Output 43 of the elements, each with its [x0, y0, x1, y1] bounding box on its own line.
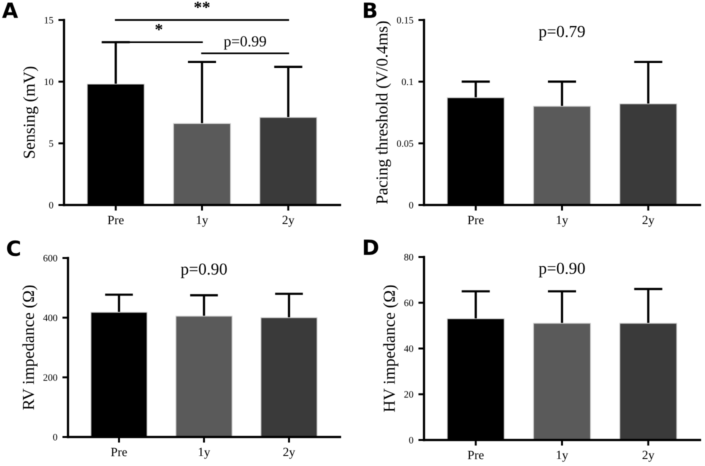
x-tick-label: Pre — [111, 448, 127, 456]
annotation: * — [155, 24, 162, 30]
y-tick-label: 40 — [404, 345, 414, 352]
x-tick-label: 2y — [282, 216, 294, 227]
y-tick-label: 60 — [404, 300, 414, 306]
x-tick-label: Pre — [468, 216, 484, 224]
annotation: p=0.99 — [224, 36, 266, 50]
chart-title: A — [2, 2, 18, 18]
x-tick-label: 2y — [283, 448, 296, 459]
chart-title: D — [364, 240, 378, 255]
x-tick-label: Pre — [108, 216, 124, 224]
annotation: p=0.79 — [538, 26, 585, 41]
x-tick-label: 1y — [556, 216, 568, 227]
annotation: p=0.90 — [538, 262, 585, 278]
x-tick-label: 1y — [196, 216, 208, 227]
y-tick-label: 0.15 — [396, 16, 414, 24]
x-tick-label: Pre — [468, 450, 484, 460]
x-tick-label: 2y — [642, 216, 654, 227]
annotation: p=0.90 — [180, 263, 227, 278]
y-tick-label: 600 — [43, 254, 58, 262]
y-axis-title: Sensing (mV) — [23, 66, 38, 158]
chart-title: C — [7, 240, 20, 256]
y-axis-title: Pacing threshold (V/0.4ms) — [376, 21, 392, 204]
y-tick-label: 80 — [404, 254, 414, 260]
y-tick-label: 0.05 — [396, 140, 414, 147]
y-tick-label: 0 — [53, 434, 58, 440]
y-tick-label: 0 — [49, 202, 54, 208]
y-tick-label: 400 — [43, 314, 58, 322]
x-tick-label: 1y — [198, 448, 210, 459]
y-tick-label: 0.1 — [402, 78, 413, 86]
y-tick-label: 15 — [44, 16, 54, 24]
y-tick-label: 0 — [409, 202, 414, 208]
text: ** — [194, 2, 210, 8]
y-axis-title: HV impedance (Ω) — [383, 285, 398, 412]
y-tick-label: 10 — [44, 78, 54, 86]
chart-title: B — [364, 2, 376, 18]
y-tick-label: 200 — [43, 374, 58, 381]
y-tick-label: 5 — [49, 140, 54, 147]
y-tick-label: 20 — [404, 391, 414, 398]
y-axis-title: RV impedance (Ω) — [22, 285, 38, 410]
x-tick-label: 2y — [642, 450, 654, 462]
y-tick-label: 0 — [409, 436, 414, 444]
x-tick-label: 1y — [556, 450, 568, 462]
